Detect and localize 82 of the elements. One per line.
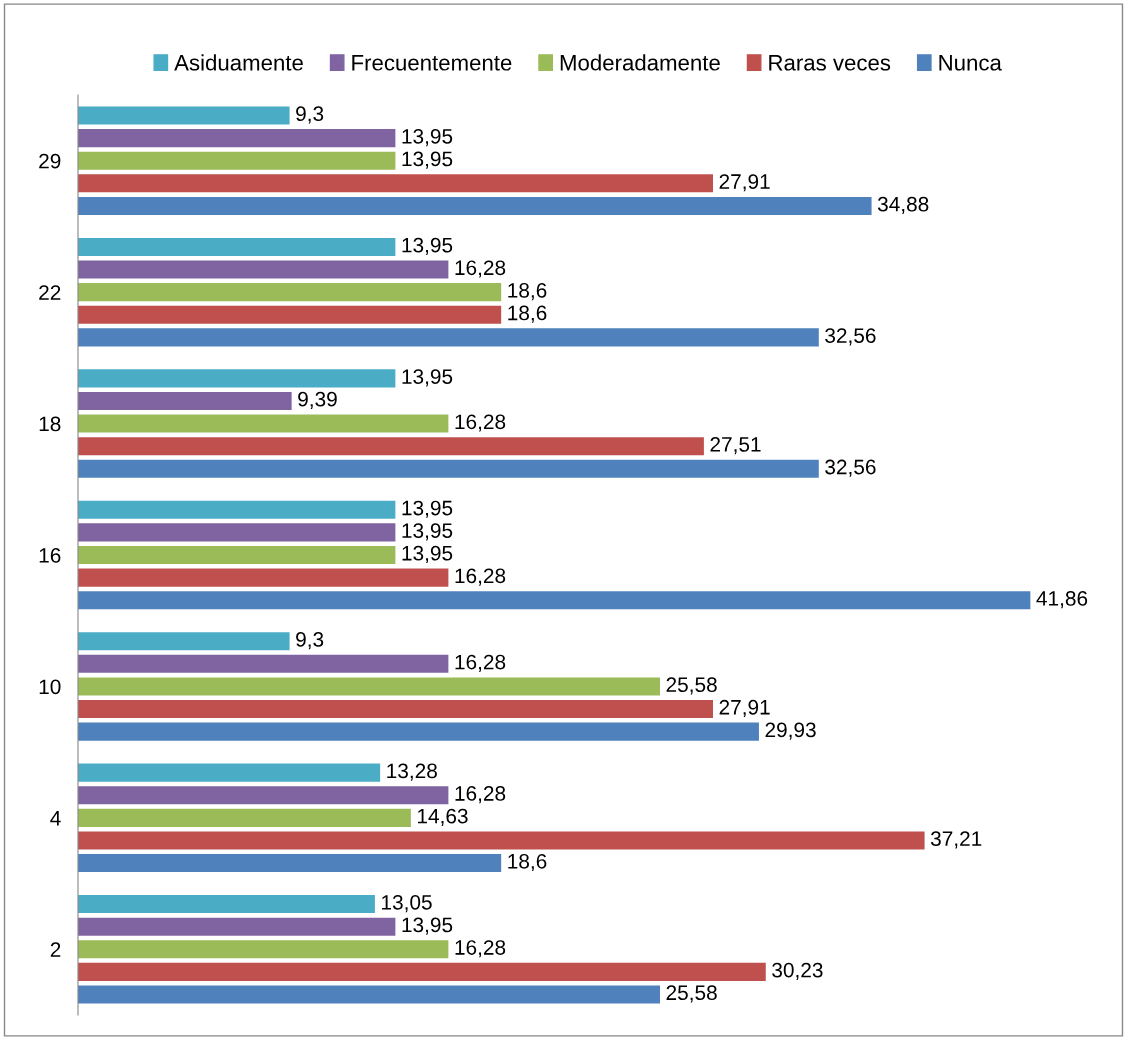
bar	[78, 283, 502, 302]
data-label: 27,51	[710, 437, 761, 455]
bar	[78, 391, 292, 411]
data-label: 16,28	[455, 414, 506, 432]
data-label: 13,95	[402, 500, 453, 518]
bar	[78, 786, 449, 805]
legend-label: Frecuentemente	[352, 55, 512, 71]
data-label: 13,95	[402, 151, 453, 169]
bar	[78, 568, 449, 587]
y-tick-label: 18	[39, 416, 61, 432]
bar	[78, 106, 290, 125]
data-label: 9,39	[298, 391, 337, 410]
bar	[78, 677, 660, 696]
bar	[78, 129, 396, 148]
data-label: 13,05	[382, 894, 432, 913]
bar	[78, 545, 396, 565]
data-label: 13,95	[402, 545, 453, 564]
bar	[78, 437, 704, 456]
bar	[78, 174, 713, 193]
data-label: 34,88	[877, 196, 929, 214]
legend-label: Nunca	[939, 55, 1002, 71]
bar	[78, 940, 449, 959]
data-label: 41,86	[1036, 591, 1088, 609]
bar	[78, 722, 759, 741]
bar	[78, 962, 766, 981]
bar	[78, 591, 1031, 610]
data-label: 16,28	[455, 568, 506, 586]
legend-label: Asiduamente	[174, 54, 303, 71]
bar	[78, 895, 375, 914]
data-label: 16,28	[455, 786, 506, 804]
bar	[78, 459, 819, 478]
y-tick-label: 16	[39, 548, 61, 563]
y-tick-label: 29	[39, 153, 61, 169]
bar	[78, 369, 396, 388]
data-label: 29,93	[765, 722, 816, 740]
bar	[78, 500, 396, 519]
legend-label: Raras veces	[769, 55, 891, 71]
data-label: 13,95	[402, 128, 453, 147]
bar	[78, 831, 925, 850]
y-tick-label: 10	[39, 679, 61, 695]
bar	[78, 414, 449, 433]
bar	[78, 917, 396, 936]
legend-label: Moderadamente	[560, 54, 720, 71]
bar	[78, 151, 396, 170]
data-label: 9,3	[296, 106, 324, 124]
data-label: 13,28	[387, 763, 437, 781]
data-label: 13,95	[402, 917, 453, 935]
data-label: 27,91	[719, 699, 770, 718]
bar	[78, 808, 411, 827]
data-label: 18,6	[508, 853, 547, 872]
bar	[78, 260, 449, 279]
data-label: 9,3	[296, 632, 324, 650]
data-label: 13,95	[402, 237, 453, 255]
data-label: 30,23	[772, 962, 823, 980]
data-label: 32,56	[825, 459, 876, 477]
bar	[78, 523, 396, 542]
data-label: 25,58	[666, 677, 717, 695]
data-label: 16,28	[455, 940, 506, 958]
data-label: 37,21	[930, 831, 982, 849]
y-tick-label: 4	[50, 811, 61, 826]
bar	[78, 237, 396, 256]
data-label: 13,95	[402, 369, 453, 387]
bar	[78, 328, 819, 347]
bar	[78, 632, 290, 651]
data-label: 32,56	[825, 328, 876, 346]
bar	[78, 654, 449, 673]
data-label: 18,6	[508, 282, 547, 301]
bar	[78, 854, 502, 873]
bar	[78, 196, 872, 215]
data-label: 14,63	[418, 808, 468, 826]
data-label: 16,28	[455, 260, 506, 278]
bar	[78, 699, 713, 719]
y-tick-label: 2	[50, 942, 61, 957]
data-label: 27,91	[719, 174, 770, 192]
bar	[78, 763, 381, 782]
bar	[78, 305, 502, 324]
bar	[78, 985, 660, 1004]
data-label: 16,28	[455, 654, 506, 672]
data-label: 18,6	[508, 305, 547, 323]
data-label: 13,95	[402, 523, 453, 541]
data-label: 25,58	[666, 985, 717, 1003]
y-tick-label: 22	[39, 285, 61, 300]
